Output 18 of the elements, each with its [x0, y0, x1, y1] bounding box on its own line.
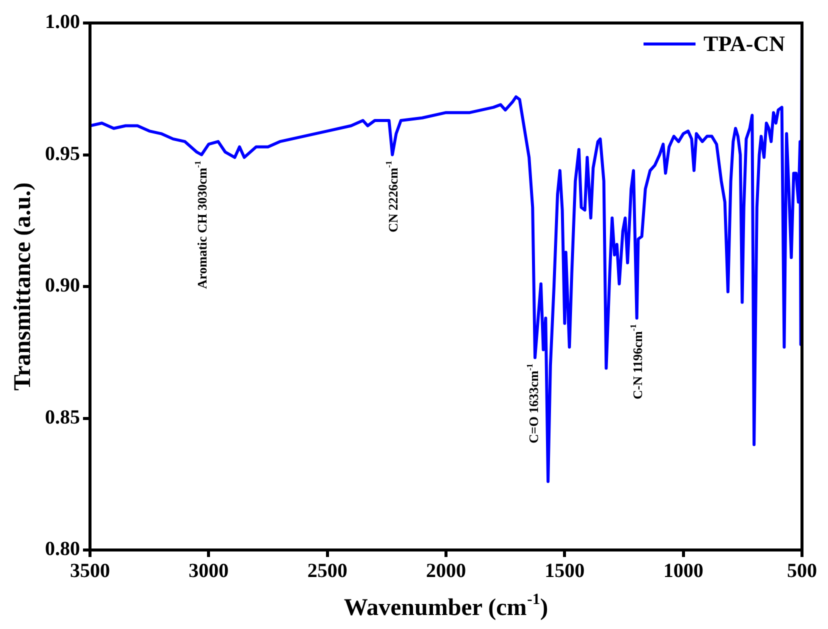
x-tick-label: 3000 — [188, 560, 229, 582]
x-tick-label: 2000 — [426, 560, 466, 582]
annotation: C=O 1633cm-1 — [524, 364, 542, 444]
annotation: CN 2226cm-1 — [384, 160, 400, 232]
annotation: C-N 1196cm-1 — [628, 324, 645, 400]
x-tick-label: 500 — [787, 560, 817, 582]
legend-label: TPA-CN — [704, 31, 786, 56]
y-tick-label: 1.00 — [45, 11, 80, 34]
x-tick-label: 1000 — [663, 560, 704, 582]
y-tick-label: 0.90 — [45, 274, 80, 297]
y-tick-label: 0.85 — [45, 406, 80, 428]
annotation: Aromatic CH 3030cm-1 — [192, 160, 210, 289]
x-tick-label: 3500 — [70, 560, 110, 582]
x-tick-label: 2500 — [307, 560, 348, 582]
y-axis-title: Transmittance (a.u.) — [10, 182, 36, 391]
y-tick-label: 0.80 — [45, 538, 80, 560]
x-tick-label: 1500 — [544, 560, 585, 582]
y-tick-label: 0.95 — [45, 142, 80, 165]
